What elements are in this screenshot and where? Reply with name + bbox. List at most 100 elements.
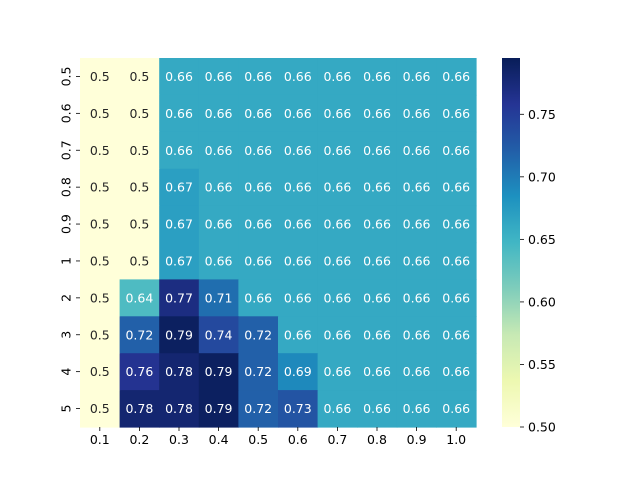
- heatmap-cell: [238, 279, 279, 317]
- cell-annotation: 0.66: [442, 253, 470, 268]
- cell-annotation: 0.66: [205, 180, 233, 195]
- colorbar-tick-label: 0.75: [528, 107, 556, 122]
- heatmap-cell: [357, 353, 398, 391]
- cell-annotation: 0.66: [403, 69, 431, 84]
- colorbar-tick-label: 0.55: [528, 357, 556, 372]
- cell-annotation: 0.66: [244, 217, 272, 232]
- cell-annotation: 0.5: [90, 364, 110, 379]
- cell-annotation: 0.78: [125, 401, 153, 416]
- heatmap-cell: [159, 279, 200, 317]
- cell-annotation: 0.66: [205, 106, 233, 121]
- heatmap-cell: [317, 58, 358, 96]
- heatmap-cell: [436, 94, 477, 133]
- heatmap-cell: [396, 168, 437, 207]
- heatmap-cell: [436, 58, 477, 96]
- heatmap-cell: [80, 58, 121, 96]
- heatmap-cell: [317, 242, 358, 280]
- x-tick-label: 0.8: [367, 432, 387, 447]
- heatmap-cell: [238, 168, 279, 207]
- heatmap-cell: [80, 168, 121, 207]
- heatmap-cell: [357, 242, 398, 280]
- cell-annotation: 0.73: [284, 401, 312, 416]
- heatmap-cell: [80, 279, 121, 317]
- cell-annotation: 0.66: [284, 106, 312, 121]
- cell-annotation: 0.66: [403, 364, 431, 379]
- y-tick-label: 4: [59, 368, 74, 376]
- heatmap-cell: [436, 353, 477, 391]
- heatmap-cell: [198, 131, 239, 170]
- cell-annotation: 0.66: [442, 217, 470, 232]
- cell-annotation: 0.66: [363, 327, 391, 342]
- cell-annotation: 0.67: [165, 180, 193, 195]
- heatmap-cell: [198, 168, 239, 207]
- heatmap-cell: [317, 279, 358, 317]
- cell-annotation: 0.66: [363, 401, 391, 416]
- cell-annotation: 0.66: [323, 69, 351, 84]
- cell-annotation: 0.66: [284, 217, 312, 232]
- heatmap-cell: [238, 131, 279, 170]
- cell-annotation: 0.5: [129, 143, 149, 158]
- heatmap-cell: [198, 279, 239, 317]
- cell-annotation: 0.66: [403, 106, 431, 121]
- x-tick-label: 0.2: [129, 432, 149, 447]
- heatmap-cell: [396, 390, 437, 428]
- heatmap-cell: [357, 279, 398, 317]
- heatmap-cell: [357, 58, 398, 96]
- heatmap-cell: [80, 94, 121, 133]
- heatmap-cell: [317, 390, 358, 428]
- heatmap-cell: [357, 131, 398, 170]
- heatmap-cell: [436, 205, 477, 244]
- heatmap-cell: [396, 94, 437, 133]
- y-tick-label: 0.5: [59, 67, 74, 87]
- cell-annotation: 0.66: [323, 253, 351, 268]
- colorbar-tick-label: 0.60: [528, 294, 556, 309]
- heatmap-cell: [119, 58, 160, 96]
- heatmap-cell: [80, 131, 121, 170]
- cell-annotation: 0.5: [90, 180, 110, 195]
- cell-annotation: 0.66: [442, 180, 470, 195]
- heatmap-cell: [396, 131, 437, 170]
- y-tick-label: 0.9: [59, 214, 74, 234]
- cell-annotation: 0.66: [442, 290, 470, 305]
- heatmap-cell: [396, 205, 437, 244]
- cell-annotation: 0.66: [363, 290, 391, 305]
- heatmap-cell: [159, 353, 200, 391]
- cell-annotation: 0.66: [363, 180, 391, 195]
- heatmap-cell: [119, 353, 160, 391]
- cell-annotation: 0.72: [244, 401, 272, 416]
- heatmap-cell: [357, 94, 398, 133]
- cell-annotation: 0.66: [284, 290, 312, 305]
- heatmap-cell: [278, 94, 319, 133]
- cell-annotation: 0.5: [90, 327, 110, 342]
- cell-annotation: 0.66: [323, 401, 351, 416]
- heatmap-cell: [436, 131, 477, 170]
- heatmap-cell: [80, 353, 121, 391]
- cell-annotation: 0.72: [125, 327, 153, 342]
- cell-annotation: 0.66: [244, 106, 272, 121]
- heatmap-cell: [80, 390, 121, 428]
- heatmap-cell: [119, 94, 160, 133]
- y-tick-label: 0.6: [59, 103, 74, 123]
- cell-annotation: 0.66: [284, 253, 312, 268]
- cell-annotation: 0.78: [165, 401, 193, 416]
- heatmap-cell: [80, 242, 121, 280]
- heatmap-cell: [357, 205, 398, 244]
- cell-annotation: 0.5: [129, 180, 149, 195]
- heatmap-cell: [278, 168, 319, 207]
- cell-annotation: 0.5: [129, 69, 149, 84]
- cell-annotations: 0.5 0.5 0.66 0.66 0.66 0.66 0.66 0.66 0.66 0.66 0.…: [90, 69, 470, 416]
- heatmap-cell: [436, 316, 477, 354]
- cell-annotation: 0.69: [284, 364, 312, 379]
- cell-annotation: 0.66: [205, 253, 233, 268]
- heatmap-cell: [396, 242, 437, 280]
- heatmap-cell: [238, 390, 279, 428]
- heatmap-cell: [317, 316, 358, 354]
- cell-annotation: 0.66: [284, 69, 312, 84]
- cell-annotation: 0.66: [403, 143, 431, 158]
- cell-annotation: 0.66: [442, 69, 470, 84]
- cell-annotation: 0.72: [244, 327, 272, 342]
- cell-annotation: 0.72: [244, 364, 272, 379]
- x-tick-label: 0.6: [288, 432, 308, 447]
- heatmap-cell: [317, 131, 358, 170]
